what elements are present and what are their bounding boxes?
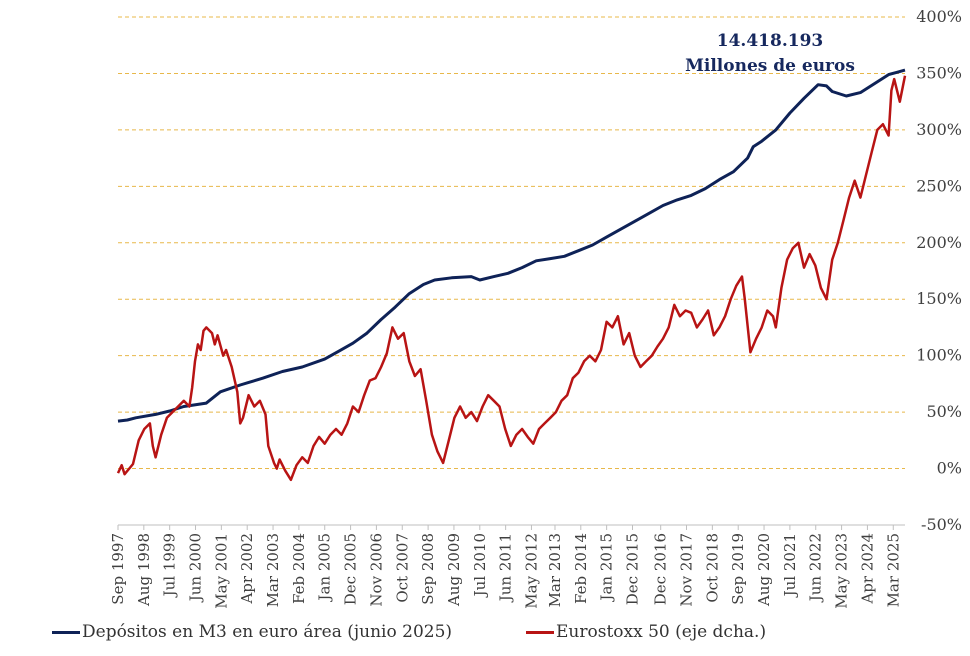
x-tick-label: Oct 2018: [703, 533, 721, 603]
x-tick-label: Aug 1998: [135, 533, 153, 607]
x-tick-label: Nov 2006: [367, 533, 385, 607]
x-tick-label: Jun 2000: [187, 533, 205, 603]
x-tick-label: Sep 1997: [109, 533, 127, 605]
legend-label-eurostoxx: Eurostoxx 50 (eje dcha.): [556, 622, 767, 642]
x-tick-label: Jun 2022: [807, 533, 825, 603]
x-tick-label: Jul 2010: [471, 533, 489, 598]
legend-item-deposits: Depósitos en M3 en euro área (junio 2025…: [52, 622, 452, 642]
x-tick-label: Mar 2003: [264, 533, 282, 607]
legend-item-eurostoxx: Eurostoxx 50 (eje dcha.): [526, 622, 766, 642]
x-tick-label: Jan 2015: [598, 533, 616, 603]
x-tick-label: Feb 2004: [290, 533, 308, 604]
x-tick-label: Jun 2011: [497, 533, 515, 603]
annotation-value: 14.418.193: [717, 31, 823, 51]
x-tick-label: Sep 2019: [729, 533, 747, 605]
right-tick-label: 250%: [916, 176, 962, 195]
x-tick-label: Oct 2007: [393, 533, 411, 603]
x-tick-label: Jul 1999: [161, 533, 179, 598]
legend-swatch-deposits: [52, 630, 80, 634]
right-axis-ticks: -50% 0% 50% 100% 150% 200% 250% 300% 350% 400%: [916, 7, 962, 534]
annotation-unit: Millones de euros: [685, 56, 855, 76]
x-tick-label: Apr 2002: [238, 533, 256, 605]
right-tick-label: 150%: [916, 289, 962, 308]
x-tick-label: Dec 2015: [623, 533, 641, 605]
x-tick-label: Feb 2014: [572, 533, 590, 604]
right-tick-label: 50%: [926, 402, 962, 421]
x-axis-ticks: Sep 1997 Aug 1998 Jul 1999 Jun 2000 May 2001…: [109, 525, 902, 609]
right-tick-label: 350%: [916, 63, 962, 82]
x-tick-label: May 2001: [212, 533, 230, 609]
x-tick-label: Mar 2013: [546, 533, 564, 607]
right-tick-label: 400%: [916, 7, 962, 26]
x-tick-label: Dec 2005: [342, 533, 360, 605]
x-tick-label: Aug 2009: [445, 533, 463, 607]
legend-swatch-eurostoxx: [526, 630, 554, 634]
deposits-series-line: [117, 68, 906, 423]
x-tick-label: Jul 2021: [781, 533, 799, 598]
deposits-series-layer: [117, 68, 906, 423]
right-tick-label: 300%: [916, 120, 962, 139]
x-tick-label: Jan 2005: [316, 533, 334, 603]
eurostoxx-series-layer: [116, 75, 907, 482]
x-tick-label: Aug 2020: [755, 533, 773, 607]
right-tick-label: -50%: [921, 515, 962, 534]
x-tick-label: May 2012: [522, 533, 540, 609]
x-tick-label: Dec 2016: [652, 533, 670, 605]
x-tick-label: Apr 2024: [858, 533, 876, 605]
x-tick-label: May 2023: [833, 533, 851, 609]
x-tick-label: Sep 2008: [419, 533, 437, 605]
x-tick-label: Nov 2017: [678, 533, 696, 607]
eurostoxx-series-line: [116, 75, 907, 482]
right-tick-label: 100%: [916, 346, 962, 365]
legend-label-deposits: Depósitos en M3 en euro área (junio 2025…: [82, 622, 453, 642]
x-tick-label: Mar 2025: [884, 533, 902, 607]
gridlines: [118, 16, 905, 470]
right-tick-label: 0%: [937, 459, 962, 478]
right-tick-label: 200%: [916, 233, 962, 252]
